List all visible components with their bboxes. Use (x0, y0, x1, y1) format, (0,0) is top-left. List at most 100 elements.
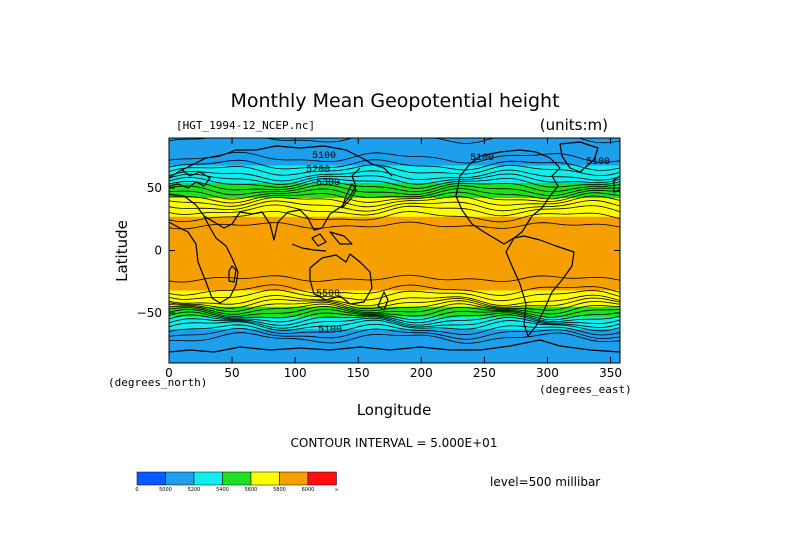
height-band (169, 244, 620, 247)
coastline-australia (309, 253, 373, 305)
colorbar-swatch (165, 471, 195, 486)
height-band (169, 315, 620, 318)
height-band (169, 269, 620, 272)
height-band (169, 201, 620, 204)
contour-line (169, 221, 620, 230)
height-band (169, 240, 620, 243)
height-band (169, 230, 620, 233)
height-band (169, 176, 620, 179)
height-band (169, 281, 620, 284)
height-band (169, 148, 620, 150)
height-band (169, 340, 620, 343)
height-band (169, 256, 620, 259)
contour-label: 5200 (306, 165, 330, 176)
height-band (169, 351, 620, 354)
height-band (169, 141, 620, 144)
height-band (169, 273, 620, 275)
coastline-south-asia (203, 167, 361, 241)
contour-line (169, 204, 620, 217)
height-band (169, 206, 620, 209)
height-band (169, 199, 620, 202)
height-band (169, 290, 620, 293)
contour-line (169, 164, 620, 176)
height-band (169, 234, 620, 237)
height-band (169, 153, 620, 155)
height-band (169, 235, 620, 238)
height-band (169, 343, 620, 345)
height-band (169, 268, 620, 270)
height-band (169, 171, 620, 174)
height-band (169, 215, 620, 218)
colorbar-swatch (193, 471, 223, 486)
height-band (169, 285, 620, 288)
height-band (169, 219, 620, 222)
contour-line (169, 173, 620, 185)
colorbar-label: 5000 (159, 487, 172, 493)
colorbar: 0 5000 5200 5400 5600 5800 6000 ∞ (135, 471, 339, 493)
height-band (169, 316, 620, 319)
height-band (169, 333, 620, 335)
contour-line (169, 300, 620, 313)
colorbar-label: 5600 (245, 487, 258, 493)
height-band (169, 325, 620, 328)
coastline-eurasia-north (169, 145, 393, 179)
contour-line (169, 297, 620, 310)
height-band (169, 326, 620, 329)
height-band (169, 140, 620, 143)
height-band (169, 205, 620, 208)
height-band (169, 181, 620, 184)
height-band (169, 210, 620, 213)
colorbar-label: 0 (135, 487, 138, 493)
height-band (169, 211, 620, 214)
height-band (169, 258, 620, 260)
height-band (169, 291, 620, 294)
height-band (169, 196, 620, 199)
contour-line (169, 200, 620, 212)
height-band (169, 279, 620, 282)
height-band (169, 288, 620, 290)
height-band (169, 150, 620, 153)
height-band (169, 251, 620, 254)
coastlines (169, 141, 620, 353)
height-band (169, 341, 620, 344)
height-band (169, 185, 620, 188)
height-band (169, 331, 620, 334)
height-band (169, 305, 620, 308)
height-band (169, 338, 620, 340)
height-band (169, 335, 620, 338)
coastline-new-zealand (377, 291, 389, 311)
height-band (169, 361, 620, 363)
height-band (169, 300, 620, 303)
coastline-north-america (455, 149, 561, 245)
height-band (169, 336, 620, 339)
colorbar-label: 5200 (188, 487, 201, 493)
contour-line (169, 195, 620, 208)
dataset-label: [HGT_1994-12_NCEP.nc] (176, 119, 315, 132)
height-band (169, 218, 620, 220)
contour-label: 5300 (316, 178, 340, 189)
height-band (169, 190, 620, 193)
height-band (169, 260, 620, 263)
contour-interval-text: CONTOUR INTERVAL = 5.000E+01 (291, 436, 498, 450)
y-axis-title: Latitude (113, 220, 131, 282)
height-band (169, 360, 620, 363)
y-tick-label: −50 (137, 306, 162, 320)
height-band (169, 200, 620, 203)
height-band (169, 149, 620, 152)
contour-line (169, 305, 620, 318)
height-band (169, 265, 620, 268)
height-band (169, 184, 620, 187)
contour-line (169, 308, 620, 321)
contour-line (169, 180, 620, 193)
height-band (169, 221, 620, 224)
height-band (169, 224, 620, 227)
height-band (169, 180, 620, 183)
x-tick-label: 50 (224, 366, 239, 380)
colorbar-label: 6000 (302, 487, 315, 493)
x-tick-label: 300 (536, 366, 559, 380)
height-band (169, 286, 620, 289)
height-band (169, 164, 620, 167)
height-band (169, 246, 620, 249)
contour-line (169, 169, 620, 182)
contour-line (169, 274, 620, 283)
